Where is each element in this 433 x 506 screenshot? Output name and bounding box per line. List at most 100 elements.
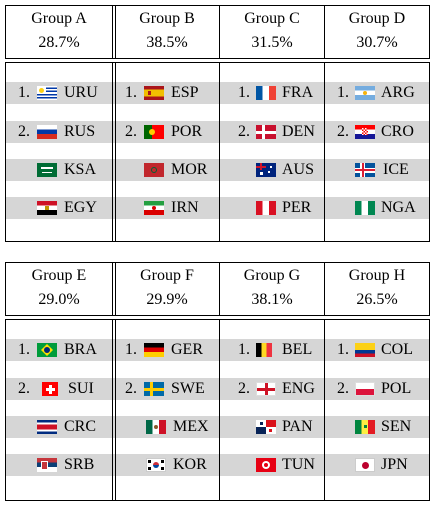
group-b-header: Group B 38.5% xyxy=(115,6,219,58)
team-rank: 2. xyxy=(337,380,349,397)
group-name: Group E xyxy=(31,267,87,284)
team-rank: 2. xyxy=(238,123,250,140)
team-code: URU xyxy=(64,84,98,101)
team-row: 1. ESP xyxy=(115,82,219,104)
team-row: 2. SUI xyxy=(6,378,112,400)
group-name: Group C xyxy=(244,10,300,27)
group-name: Group H xyxy=(348,267,406,284)
belgium-flag-icon xyxy=(256,343,272,357)
team-row: NGA xyxy=(325,197,429,219)
team-code: KOR xyxy=(173,456,207,473)
team-row: 2. POR xyxy=(115,121,219,143)
team-row: CRC xyxy=(6,416,112,438)
groups-top-header: Group A 28.7% Group B 38.5% Group C 31.5… xyxy=(5,5,430,59)
team-code: MOR xyxy=(171,161,208,178)
team-code: NGA xyxy=(381,199,416,216)
group-h-header: Group H 26.5% xyxy=(325,263,429,315)
team-code: AUS xyxy=(282,161,315,178)
team-rank: 2. xyxy=(18,123,30,140)
team-code: SWE xyxy=(171,380,205,397)
team-code: EGY xyxy=(64,199,97,216)
team-rank: 2. xyxy=(18,380,30,397)
serbia-flag-icon xyxy=(37,458,57,472)
germany-flag-icon xyxy=(144,343,164,357)
team-row: KSA xyxy=(6,159,112,181)
team-row: 1. URU xyxy=(6,82,112,104)
team-row: TUN xyxy=(220,454,324,476)
senegal-flag-icon xyxy=(355,420,375,434)
group-name: Group D xyxy=(348,10,406,27)
group-f-header: Group F 29.9% xyxy=(115,263,219,315)
team-row: 2. SWE xyxy=(115,378,219,400)
team-row: MEX xyxy=(115,416,219,438)
team-row: 1. COL xyxy=(325,339,429,361)
group-percentage: 29.0% xyxy=(38,291,80,308)
team-rank: 1. xyxy=(125,84,137,101)
group-percentage: 31.5% xyxy=(251,34,293,51)
france-flag-icon xyxy=(256,86,276,100)
team-row: 2. ENG xyxy=(220,378,324,400)
team-rank: 1. xyxy=(18,341,30,358)
switzerland-flag-icon xyxy=(42,382,58,396)
team-code: TUN xyxy=(282,456,315,473)
team-code: JPN xyxy=(381,456,408,473)
team-rank: 1. xyxy=(238,84,250,101)
group-c-header: Group C 31.5% xyxy=(220,6,324,58)
spain-flag-icon xyxy=(144,86,164,100)
team-code: BRA xyxy=(64,341,97,358)
group-a-teams: 1. URU 2. RUS KSA xyxy=(6,63,112,241)
group-percentage: 38.5% xyxy=(146,34,188,51)
group-c-teams: 1. FRA 2. DEN xyxy=(220,63,324,241)
egypt-flag-icon xyxy=(37,201,57,215)
team-code: DEN xyxy=(282,123,315,140)
group-percentage: 26.5% xyxy=(356,291,398,308)
team-rank: 2. xyxy=(337,123,349,140)
team-row: PAN xyxy=(220,416,324,438)
team-code: FRA xyxy=(282,84,314,101)
team-code: MEX xyxy=(173,418,209,435)
nigeria-flag-icon xyxy=(355,201,375,215)
team-row: ICE xyxy=(325,159,429,181)
team-code: POL xyxy=(381,380,412,397)
group-e-header: Group E 29.0% xyxy=(6,263,112,315)
team-row: PER xyxy=(220,197,324,219)
australia-flag-icon xyxy=(256,163,276,177)
group-percentage: 38.1% xyxy=(251,291,293,308)
croatia-flag-icon xyxy=(355,125,375,139)
team-row: 1. BEL xyxy=(220,339,324,361)
peru-flag-icon xyxy=(256,201,276,215)
iran-flag-icon xyxy=(144,201,164,215)
group-g-header: Group G 38.1% xyxy=(220,263,324,315)
team-row: 1. FRA xyxy=(220,82,324,104)
team-code: KSA xyxy=(64,161,97,178)
group-b-teams: 1. ESP 2. POR MOR xyxy=(115,63,219,241)
team-rank: 2. xyxy=(125,380,137,397)
team-code: SRB xyxy=(64,456,95,473)
group-percentage: 28.7% xyxy=(38,34,80,51)
team-row: MOR xyxy=(115,159,219,181)
group-d-header: Group D 30.7% xyxy=(325,6,429,58)
groups-bottom-teams: 1. BRA 2. SUI CRC xyxy=(5,319,430,501)
morocco-flag-icon xyxy=(144,163,164,177)
team-code: SEN xyxy=(381,418,412,435)
team-row: 2. DEN xyxy=(220,121,324,143)
team-code: SUI xyxy=(68,380,94,397)
group-percentage: 29.9% xyxy=(146,291,188,308)
portugal-flag-icon xyxy=(144,125,164,139)
team-row: 1. ARG xyxy=(325,82,429,104)
team-code: ESP xyxy=(171,84,199,101)
group-percentage: 30.7% xyxy=(356,34,398,51)
colombia-flag-icon xyxy=(355,343,375,357)
team-code: GER xyxy=(171,341,203,358)
uruguay-flag-icon xyxy=(37,86,57,100)
team-row: 2. CRO xyxy=(325,121,429,143)
team-code: ICE xyxy=(383,161,409,178)
group-name: Group G xyxy=(243,267,301,284)
team-row: EGY xyxy=(6,197,112,219)
team-row: SEN xyxy=(325,416,429,438)
mexico-flag-icon xyxy=(146,420,166,434)
team-row: KOR xyxy=(115,454,219,476)
group-d-teams: 1. ARG 2. CRO xyxy=(325,63,429,241)
team-rank: 2. xyxy=(238,380,250,397)
japan-flag-icon xyxy=(355,458,375,472)
